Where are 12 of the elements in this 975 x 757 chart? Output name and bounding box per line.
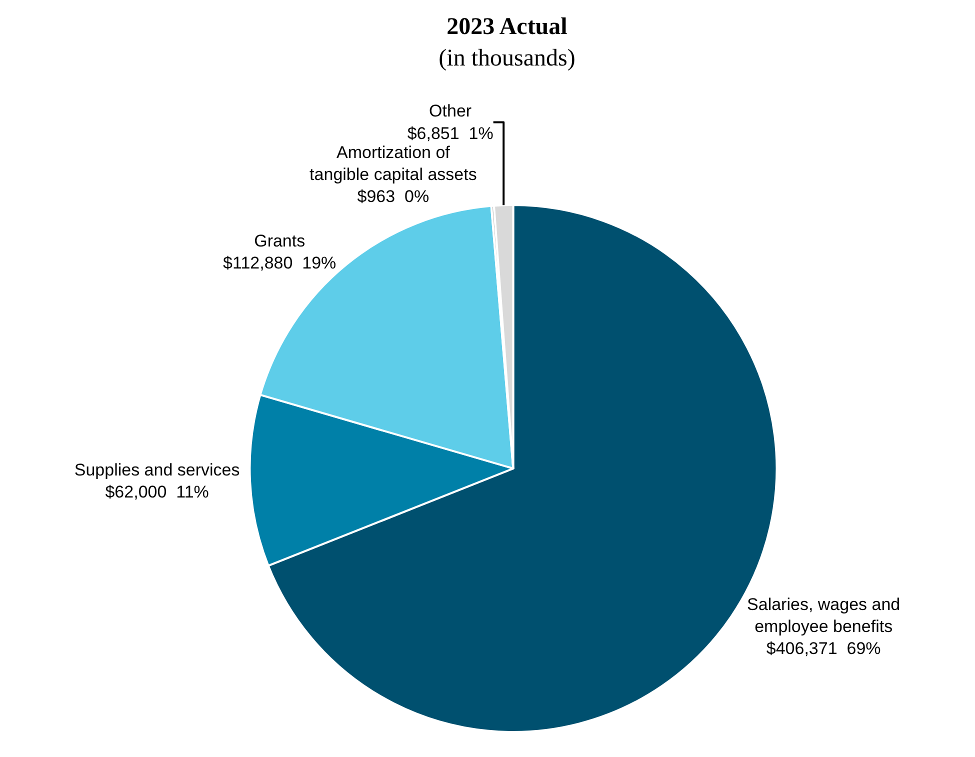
data-label: $963 0% — [357, 187, 430, 206]
slice-label: Amortization of tangible capital assets — [310, 142, 477, 184]
chart-subtitle: (in thousands) — [438, 45, 576, 72]
chart-title: 2023 Actual — [446, 14, 568, 40]
data-label: $6,851 1% — [407, 124, 494, 143]
data-label: $406,371 69% — [766, 639, 881, 658]
slice-label: Other — [429, 102, 472, 121]
data-label: $112,880 19% — [223, 254, 336, 273]
data-label: $62,000 11% — [105, 482, 209, 502]
slice-label: Supplies and services — [74, 460, 240, 480]
slice-label: Salaries, wages and employee benefits — [747, 594, 900, 636]
slice-label: Grants — [254, 232, 306, 251]
